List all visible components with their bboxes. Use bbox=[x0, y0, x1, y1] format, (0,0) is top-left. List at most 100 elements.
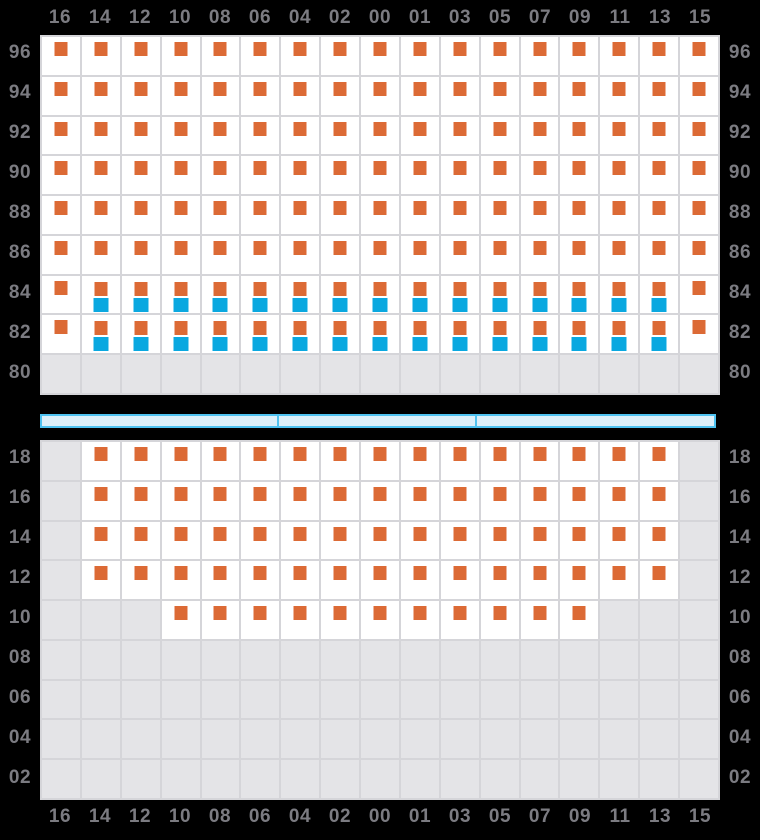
row-tick-label: 84 bbox=[8, 282, 32, 303]
orange-availability-marker bbox=[253, 240, 267, 255]
orange-availability-marker bbox=[134, 321, 148, 336]
row-tick-label: 94 bbox=[728, 82, 752, 103]
cell-unavailable bbox=[520, 355, 559, 393]
orange-availability-marker bbox=[493, 486, 507, 501]
grid-cell bbox=[201, 521, 240, 560]
column-tick-label: 02 bbox=[328, 6, 352, 28]
cell-unavailable bbox=[440, 760, 479, 798]
grid-cell bbox=[42, 156, 80, 195]
grid-cell bbox=[321, 315, 360, 354]
grid-cell bbox=[480, 275, 519, 314]
row-tick-label: 14 bbox=[728, 527, 752, 548]
grid-cell bbox=[680, 235, 718, 274]
cell-unavailable bbox=[201, 760, 240, 798]
cell-unavailable bbox=[361, 720, 399, 759]
blue-availability-marker bbox=[133, 297, 149, 312]
grid-cell bbox=[121, 37, 160, 75]
cell-unavailable bbox=[400, 760, 439, 798]
column-tick-label: 06 bbox=[248, 806, 272, 827]
orange-availability-marker bbox=[134, 42, 148, 56]
cell-unavailable bbox=[440, 640, 479, 679]
grid-cell bbox=[640, 116, 679, 155]
orange-availability-marker bbox=[493, 606, 507, 621]
blue-availability-marker bbox=[532, 337, 548, 352]
grid-cell bbox=[680, 275, 718, 314]
column-tick-label: 14 bbox=[88, 806, 112, 827]
column-tick-label: 16 bbox=[48, 806, 72, 827]
orange-availability-marker bbox=[293, 240, 307, 255]
grid-cell bbox=[241, 481, 280, 520]
row-tick-label: 12 bbox=[8, 567, 32, 588]
grid-cell bbox=[121, 275, 160, 314]
grid-cell bbox=[480, 442, 519, 480]
grid-cell bbox=[400, 116, 439, 155]
grid-cell bbox=[81, 196, 120, 234]
orange-availability-marker bbox=[572, 201, 586, 216]
orange-availability-marker bbox=[572, 281, 586, 296]
orange-availability-marker bbox=[453, 447, 467, 461]
grid-cell bbox=[400, 561, 439, 600]
grid-cell bbox=[560, 442, 599, 480]
orange-availability-marker bbox=[213, 566, 227, 581]
blue-availability-marker bbox=[292, 337, 308, 352]
blue-availability-marker bbox=[532, 297, 548, 312]
column-tick-label: 11 bbox=[609, 6, 631, 28]
grid-cell bbox=[400, 196, 439, 234]
blue-availability-marker bbox=[452, 337, 468, 352]
column-tick-label: 12 bbox=[128, 806, 152, 827]
grid-cell bbox=[161, 275, 200, 314]
row-labels-top-right: 96 94 92 90 88 86 84 82 80 bbox=[720, 35, 760, 395]
cell-unavailable bbox=[121, 601, 160, 639]
grid-cell bbox=[520, 481, 559, 520]
cell-unavailable bbox=[480, 720, 519, 759]
grid-cell bbox=[600, 116, 639, 155]
grid-cell bbox=[640, 37, 679, 75]
column-tick-label: 10 bbox=[168, 806, 192, 827]
column-tick-label: 04 bbox=[288, 6, 312, 28]
orange-availability-marker bbox=[293, 281, 307, 296]
grid-cell bbox=[361, 37, 399, 75]
orange-availability-marker bbox=[94, 526, 108, 541]
column-tick-label: 03 bbox=[448, 806, 472, 827]
blue-availability-marker bbox=[173, 297, 189, 312]
grid-cell bbox=[321, 481, 360, 520]
orange-availability-marker bbox=[612, 566, 626, 581]
grid-cell bbox=[81, 116, 120, 155]
orange-availability-marker bbox=[134, 281, 148, 296]
orange-availability-marker bbox=[533, 321, 547, 336]
cell-unavailable bbox=[241, 355, 280, 393]
orange-availability-marker bbox=[493, 42, 507, 56]
grid-cell bbox=[440, 481, 479, 520]
orange-availability-marker bbox=[533, 161, 547, 176]
cell-unavailable bbox=[600, 720, 639, 759]
grid-cell bbox=[520, 156, 559, 195]
row-tick-label: 90 bbox=[8, 162, 32, 183]
grid-cell bbox=[281, 442, 320, 480]
cell-unavailable bbox=[42, 760, 80, 798]
orange-availability-marker bbox=[253, 161, 267, 176]
grid-cell bbox=[440, 315, 479, 354]
row-tick-label: 12 bbox=[728, 567, 752, 588]
column-tick-label: 00 bbox=[368, 806, 392, 827]
orange-availability-marker bbox=[612, 121, 626, 136]
orange-availability-marker bbox=[453, 281, 467, 296]
grid-cell bbox=[42, 76, 80, 115]
blue-availability-marker bbox=[212, 337, 228, 352]
orange-availability-marker bbox=[293, 42, 307, 56]
grid-cell bbox=[281, 196, 320, 234]
cell-unavailable bbox=[600, 760, 639, 798]
divider-range-bar[interactable] bbox=[40, 414, 720, 428]
cell-unavailable bbox=[201, 720, 240, 759]
range-bar-segment[interactable] bbox=[475, 414, 716, 428]
orange-availability-marker bbox=[453, 526, 467, 541]
orange-availability-marker bbox=[612, 42, 626, 56]
range-bar-segment[interactable] bbox=[277, 414, 477, 428]
range-bar-segment[interactable] bbox=[40, 414, 279, 428]
row-tick-label: 16 bbox=[728, 487, 752, 508]
cell-unavailable bbox=[640, 720, 679, 759]
orange-availability-marker bbox=[692, 320, 706, 335]
grid-cell bbox=[440, 235, 479, 274]
cell-unavailable bbox=[680, 720, 718, 759]
grid-cell bbox=[560, 116, 599, 155]
grid-cell bbox=[520, 275, 559, 314]
